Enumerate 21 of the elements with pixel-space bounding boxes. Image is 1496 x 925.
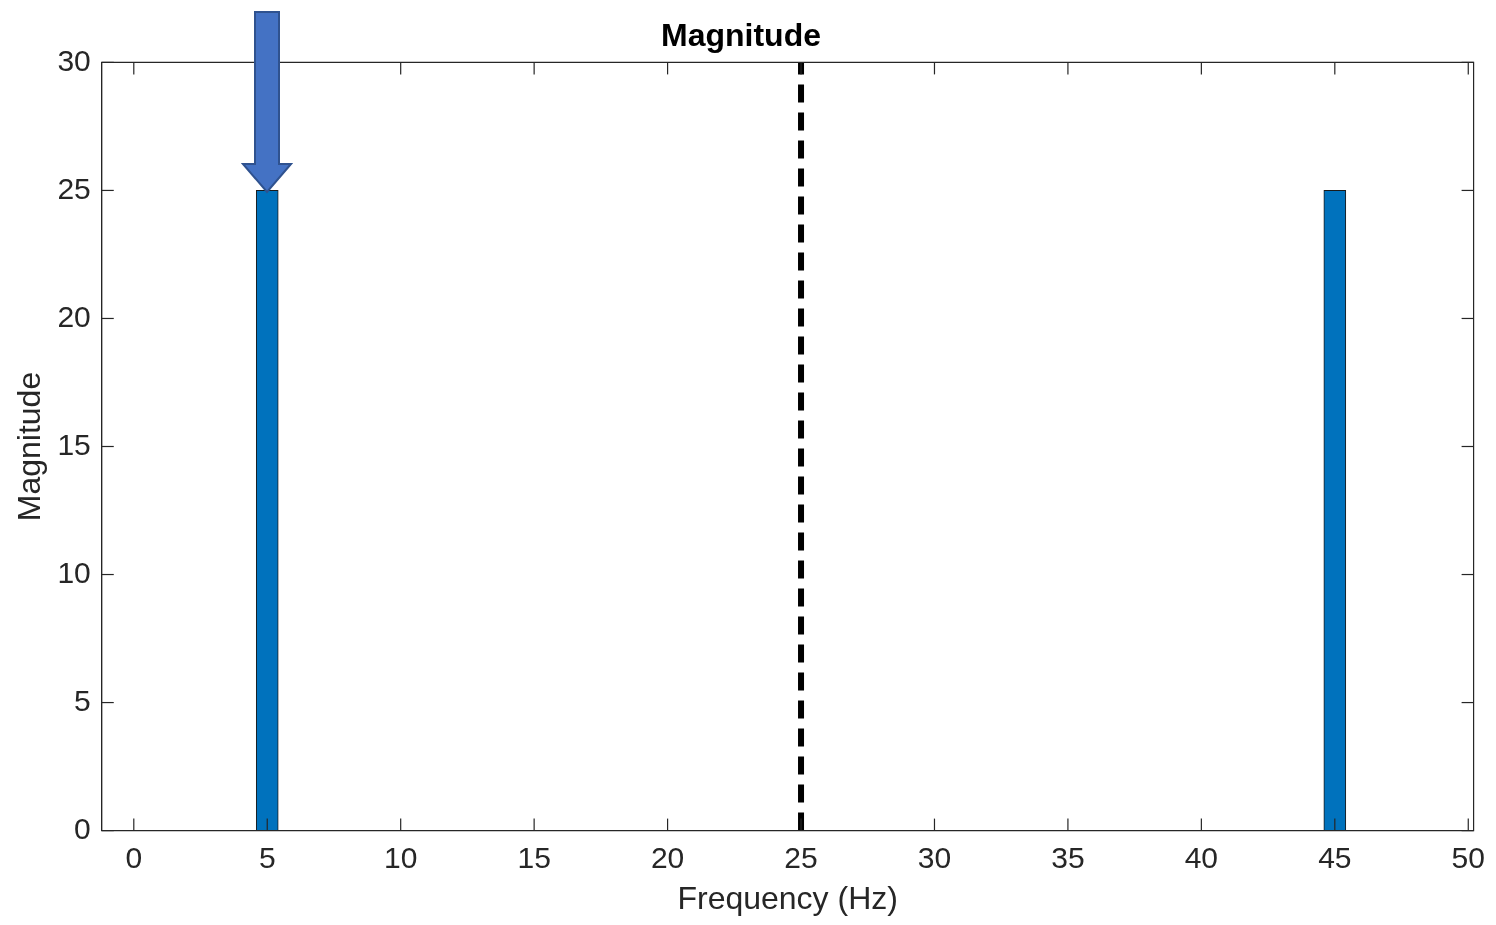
x-tick-label: 50 — [1451, 840, 1485, 874]
chart-title: Magnitude — [661, 17, 821, 54]
y-tick-label: 20 — [57, 299, 91, 333]
x-tick-label: 5 — [258, 840, 276, 874]
y-tick-label: 30 — [57, 43, 91, 77]
y-tick-label: 25 — [57, 171, 91, 205]
x-tick-label: 35 — [1051, 840, 1085, 874]
y-tick-label: 10 — [57, 555, 91, 589]
x-tick-label: 0 — [125, 840, 143, 874]
x-tick-label: 40 — [1184, 840, 1219, 874]
x-tick-label: 30 — [917, 840, 952, 874]
y-axis-title: Magnitude — [11, 371, 48, 522]
x-axis-title: Frequency (Hz) — [677, 879, 898, 916]
x-tick-label: 15 — [517, 840, 551, 874]
y-tick-label: 15 — [57, 427, 91, 461]
x-tick-label: 10 — [384, 840, 418, 874]
x-tick-label: 20 — [650, 840, 685, 874]
x-tick-label: 45 — [1318, 840, 1352, 874]
y-tick-label: 5 — [74, 683, 91, 717]
y-tick-label: 0 — [74, 811, 91, 845]
x-tick-label: 25 — [784, 840, 818, 874]
